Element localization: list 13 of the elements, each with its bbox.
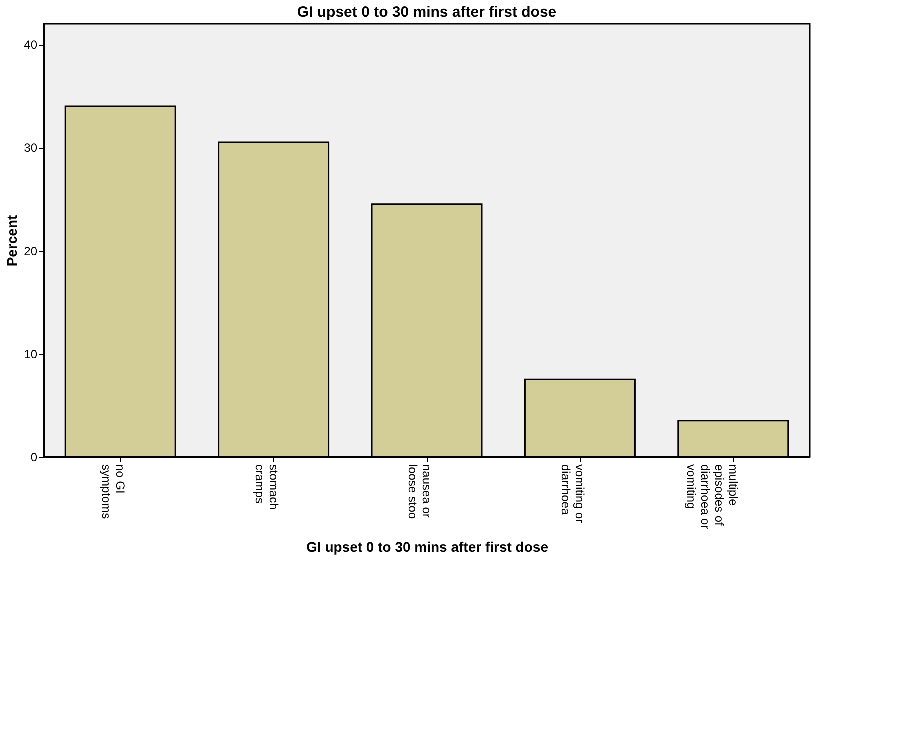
x-tick-label: nausea or loose stoo <box>406 464 434 520</box>
y-tick-label: 20 <box>24 244 38 258</box>
x-axis-title: GI upset 0 to 30 mins after first dose <box>306 539 549 556</box>
y-tick-label: 0 <box>30 450 38 464</box>
x-tick-label: no GI symptoms <box>100 464 128 520</box>
y-tick-label: 30 <box>24 141 38 156</box>
x-tick-label: multiple episodes of diarrhoea or vomiting <box>684 464 740 530</box>
x-tick-label: stomach cramps <box>252 464 281 510</box>
y-tick-label: 40 <box>24 38 38 52</box>
x-tick-label: vomiting or diarrhoea <box>559 464 588 524</box>
chart-title: GI upset 0 to 30 mins after first dose <box>297 4 557 21</box>
y-tick-label: 10 <box>24 347 38 362</box>
y-axis-title: Percent <box>4 214 20 267</box>
